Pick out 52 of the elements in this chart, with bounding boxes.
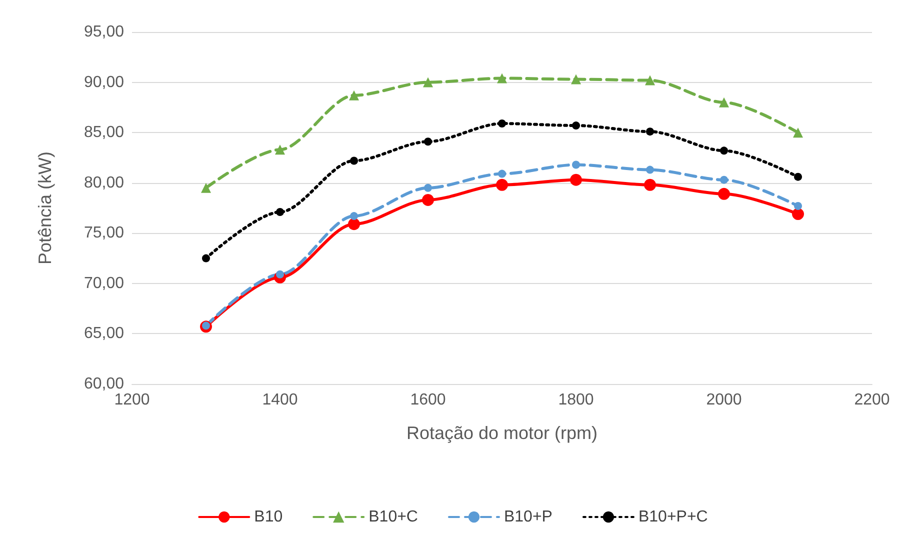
point xyxy=(792,208,804,220)
point xyxy=(422,194,434,206)
point xyxy=(350,212,358,220)
point xyxy=(646,128,654,136)
legend-label: B10+C xyxy=(368,508,418,526)
x-tick-label: 1200 xyxy=(114,392,150,408)
y-tick-label: 90,00 xyxy=(84,74,124,91)
y-tick-label: 85,00 xyxy=(84,124,124,142)
point xyxy=(201,182,211,193)
y-tick-label: 95,00 xyxy=(84,24,124,40)
y-tick-label: 70,00 xyxy=(84,274,124,292)
point xyxy=(570,174,582,186)
point xyxy=(498,120,506,128)
legend-label: B10+P+C xyxy=(638,508,708,526)
y-axis-title: Potência (kW) xyxy=(35,151,55,265)
point xyxy=(646,166,654,174)
legend-label: B10 xyxy=(254,508,283,526)
point xyxy=(276,208,284,216)
point xyxy=(496,178,508,191)
x-tick-label: 2000 xyxy=(706,392,742,408)
point xyxy=(498,170,506,178)
point xyxy=(202,254,210,262)
y-tick-label: 75,00 xyxy=(84,224,124,242)
point xyxy=(572,160,580,169)
point xyxy=(644,178,656,191)
y-tick-label: 65,00 xyxy=(84,325,124,342)
x-tick-label: 1600 xyxy=(410,392,446,408)
y-tick-label: 60,00 xyxy=(84,376,124,392)
x-tick-label: 1400 xyxy=(262,392,298,408)
point xyxy=(572,122,580,130)
x-tick-label: 2200 xyxy=(854,392,890,408)
x-tick-label: 1800 xyxy=(558,392,594,408)
point xyxy=(718,188,730,200)
point xyxy=(424,184,432,192)
point xyxy=(719,97,729,108)
point xyxy=(571,74,581,84)
point xyxy=(350,156,358,165)
point xyxy=(275,144,285,155)
point xyxy=(793,128,803,138)
point xyxy=(497,73,507,84)
point xyxy=(424,138,432,146)
point xyxy=(720,176,728,184)
point xyxy=(720,146,728,155)
y-tick-label: 80,00 xyxy=(84,174,124,192)
x-axis-title: Rotação do motor (rpm) xyxy=(406,423,598,443)
point xyxy=(794,202,802,210)
legend-label: B10+P xyxy=(504,508,552,526)
point xyxy=(348,218,360,230)
point xyxy=(645,75,655,86)
point xyxy=(349,90,359,100)
point xyxy=(423,77,433,88)
point xyxy=(794,172,802,181)
